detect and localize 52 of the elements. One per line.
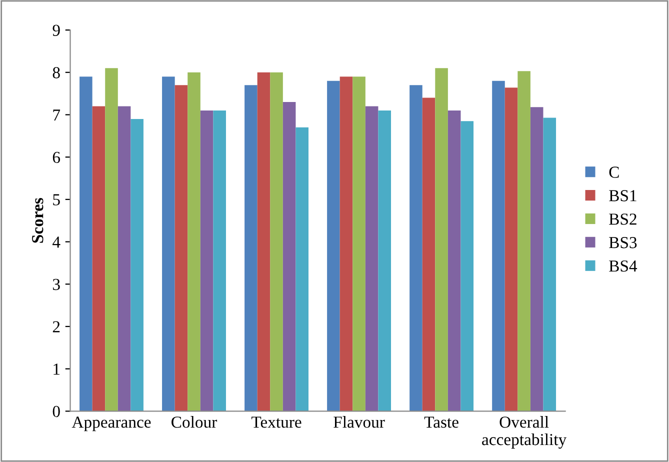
bar bbox=[244, 85, 258, 412]
legend-label: BS4 bbox=[609, 260, 638, 272]
bar bbox=[92, 106, 106, 412]
y-tick-label: 6 bbox=[52, 152, 60, 164]
bar bbox=[270, 72, 283, 412]
bar bbox=[130, 118, 144, 412]
y-tick-label: 5 bbox=[53, 194, 60, 206]
x-tick-label: Taste bbox=[424, 416, 458, 428]
bar bbox=[518, 71, 530, 412]
bar bbox=[422, 98, 436, 412]
bar bbox=[352, 76, 366, 412]
bar bbox=[213, 110, 226, 412]
bar bbox=[378, 110, 392, 412]
bar bbox=[174, 85, 188, 412]
legend-label: BS2 bbox=[609, 214, 636, 225]
bar bbox=[530, 107, 544, 412]
legend-label: C bbox=[609, 166, 619, 178]
bar bbox=[543, 118, 556, 412]
bar bbox=[448, 110, 461, 412]
bar bbox=[340, 76, 353, 412]
bar bbox=[504, 88, 518, 412]
legend-label: BS1 bbox=[609, 190, 636, 202]
y-tick-label: 2 bbox=[52, 321, 60, 332]
x-tick-label: Flavour bbox=[334, 416, 385, 428]
bar bbox=[118, 106, 131, 412]
bar bbox=[460, 121, 474, 412]
bar bbox=[365, 106, 378, 412]
bar bbox=[327, 80, 340, 412]
bar bbox=[188, 72, 200, 412]
legend-label: BS3 bbox=[609, 237, 637, 248]
bar bbox=[296, 127, 308, 412]
bar bbox=[492, 80, 505, 412]
bar bbox=[257, 72, 270, 412]
x-tick-label: Colour bbox=[172, 416, 218, 428]
bar bbox=[80, 76, 92, 412]
y-tick-label: 7 bbox=[53, 110, 60, 121]
x-tick-label: Overall acceptability bbox=[482, 416, 567, 449]
y-tick-label: 1 bbox=[54, 364, 60, 375]
y-tick-label: 9 bbox=[52, 24, 60, 36]
y-axis-title: Scores bbox=[32, 198, 44, 243]
bar bbox=[162, 76, 175, 412]
bar bbox=[200, 110, 214, 412]
y-tick-label: 0 bbox=[52, 406, 60, 418]
x-tick-label: Texture bbox=[251, 416, 302, 428]
y-tick-label: 3 bbox=[52, 278, 60, 290]
bar bbox=[435, 68, 448, 412]
bar bbox=[282, 102, 296, 412]
y-tick-label: 4 bbox=[52, 236, 60, 248]
y-tick-label: 8 bbox=[52, 67, 60, 78]
bar bbox=[105, 68, 118, 412]
x-tick-label: Appearance bbox=[72, 416, 151, 432]
bar bbox=[410, 85, 422, 412]
